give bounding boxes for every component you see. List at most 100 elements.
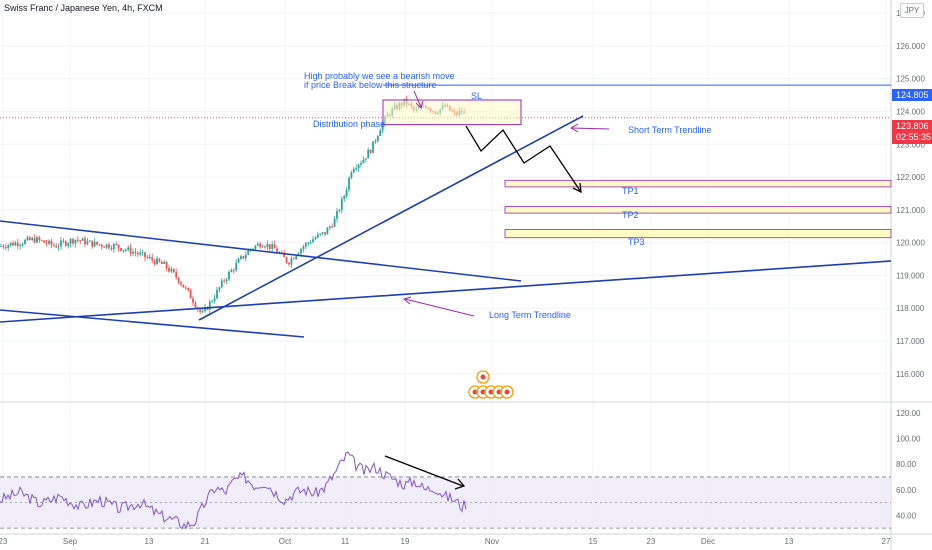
candle-body — [158, 258, 161, 262]
rsi-tick-label: 120.00 — [896, 409, 921, 418]
distribution-label: Distribution phase — [313, 119, 385, 129]
candle-body — [374, 141, 377, 143]
candle-body — [300, 248, 302, 254]
candle-body — [79, 240, 82, 242]
candle-body — [240, 256, 242, 260]
arrow-long-trendline — [404, 298, 475, 317]
note-line-1: High probably we see a bearish move — [304, 71, 455, 81]
candle-body — [134, 251, 137, 253]
price-tick-label: 125.000 — [896, 75, 925, 84]
candle-body — [88, 240, 91, 242]
candle-body — [60, 240, 62, 247]
candle-body — [331, 226, 334, 228]
candle-body — [96, 241, 98, 245]
candle-body — [295, 255, 298, 259]
price-tick-label: 126.000 — [896, 42, 925, 51]
candle-body — [163, 261, 166, 264]
candle-body — [316, 234, 319, 238]
candle-body — [57, 246, 60, 248]
projection-path — [465, 125, 582, 193]
candle-body — [369, 149, 372, 153]
candle-body — [175, 272, 178, 278]
price-tick-label: 116.000 — [896, 370, 925, 379]
candle-body — [321, 232, 324, 234]
rsi-tick-label: 60.00 — [896, 486, 917, 495]
candle-body — [26, 237, 29, 241]
rsi-tick-label: 40.00 — [896, 511, 917, 520]
distribution-box — [382, 99, 522, 126]
short-trendline-label: Short Term Trendline — [628, 125, 711, 135]
candle-body — [177, 277, 180, 283]
rsi-line — [0, 451, 467, 530]
candle-body — [184, 287, 187, 289]
time-tick-label: 27 — [882, 537, 891, 546]
candle-body — [201, 311, 204, 313]
candle-body — [213, 298, 216, 302]
rsi-pane — [0, 451, 891, 530]
candle-body — [139, 252, 142, 255]
tp-zone — [504, 179, 892, 188]
candle-body — [324, 232, 326, 235]
candle-body — [67, 243, 70, 246]
candle-body — [14, 242, 17, 246]
candle-body — [312, 239, 314, 243]
event-icon-dot — [488, 389, 494, 395]
rsi-divergence-arrow — [384, 455, 464, 487]
candle-body — [165, 261, 168, 268]
rsi-tick-label: 80.00 — [896, 460, 917, 469]
candle-body — [290, 258, 293, 265]
candle-body — [340, 198, 343, 211]
candle-body — [225, 279, 228, 282]
arrow-structure — [413, 90, 422, 108]
note-line-2: if price Break below this structure — [304, 80, 437, 90]
candle-body — [230, 269, 233, 272]
candle-body — [283, 252, 286, 258]
candle-body — [7, 245, 10, 248]
currency-badge[interactable]: JPY — [900, 3, 924, 18]
tp1-label: TP1 — [622, 186, 639, 196]
tp-zone — [504, 206, 892, 214]
candle-body — [146, 257, 149, 259]
candle-body — [244, 254, 247, 259]
time-tick-label: 23 — [0, 537, 8, 546]
candle-body — [273, 244, 276, 249]
event-icon-dot — [480, 389, 486, 395]
candle-body — [223, 280, 226, 282]
time-tick-label: Sep — [63, 537, 78, 546]
arrowhead-structure — [415, 100, 424, 109]
candle-body — [62, 240, 65, 242]
candle-body — [40, 240, 43, 242]
candle-body — [122, 250, 125, 252]
candle-body — [292, 258, 295, 260]
candle-body — [136, 252, 139, 255]
candle-body — [127, 247, 130, 250]
candle-body — [93, 241, 96, 247]
rsi-divergence-arrowhead — [454, 478, 466, 490]
candle-body — [38, 237, 41, 241]
candle-body — [256, 243, 259, 246]
candle-body — [237, 259, 240, 263]
candle-body — [355, 168, 358, 170]
candle-body — [242, 256, 245, 259]
candle-body — [232, 269, 235, 271]
event-icon-dot — [480, 374, 486, 380]
price-tick-label: 119.000 — [896, 271, 925, 280]
candle-body — [220, 280, 223, 288]
axes: 127.000126.000125.000124.000123.000122.0… — [0, 9, 925, 546]
time-tick-label: 21 — [201, 537, 210, 546]
candle-body — [376, 136, 379, 142]
candle-body — [314, 237, 317, 240]
tp2-label: TP2 — [622, 210, 639, 220]
candle-body — [189, 290, 192, 299]
candle-body — [153, 260, 156, 265]
candle-body — [264, 246, 266, 248]
arrowhead-long — [402, 296, 412, 305]
candle-body — [367, 149, 370, 159]
candle-body — [338, 210, 341, 212]
short-term-trendline — [198, 115, 584, 321]
price-tick-label: 120.000 — [896, 239, 925, 248]
candle-body — [55, 245, 58, 248]
candle-body — [81, 238, 84, 241]
candle-body — [228, 271, 230, 280]
